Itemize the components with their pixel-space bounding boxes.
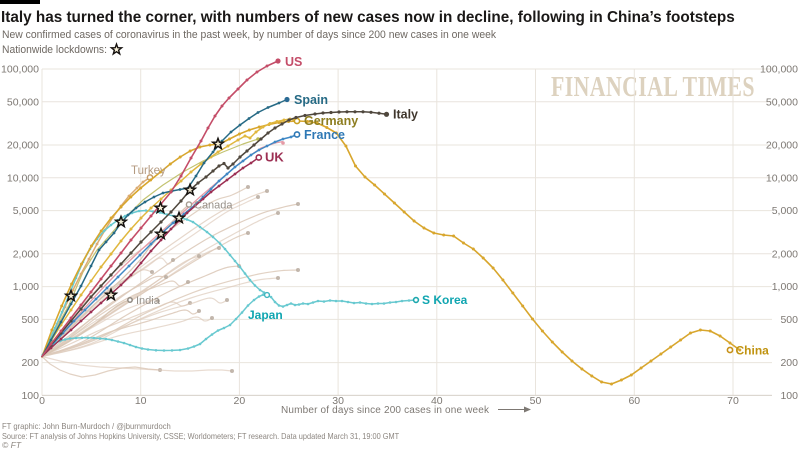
svg-text:20,000: 20,000 bbox=[766, 140, 798, 152]
svg-text:2,000: 2,000 bbox=[772, 248, 798, 260]
svg-text:UK: UK bbox=[265, 150, 284, 165]
svg-text:China: China bbox=[736, 344, 770, 358]
svg-text:50: 50 bbox=[530, 395, 542, 407]
svg-text:100: 100 bbox=[780, 390, 798, 402]
svg-text:Italy: Italy bbox=[393, 108, 418, 122]
svg-text:US: US bbox=[285, 55, 302, 69]
svg-text:200: 200 bbox=[21, 357, 39, 369]
svg-text:50,000: 50,000 bbox=[7, 96, 39, 108]
svg-text:France: France bbox=[304, 128, 345, 142]
svg-text:10,000: 10,000 bbox=[7, 172, 39, 184]
svg-text:70: 70 bbox=[727, 395, 739, 407]
svg-text:Canada: Canada bbox=[194, 200, 233, 212]
svg-text:20: 20 bbox=[234, 395, 246, 407]
svg-text:100,000: 100,000 bbox=[760, 64, 798, 76]
svg-text:Spain: Spain bbox=[294, 93, 328, 107]
svg-text:Turkey: Turkey bbox=[131, 165, 166, 177]
svg-text:5,000: 5,000 bbox=[13, 205, 39, 217]
svg-text:40: 40 bbox=[431, 395, 443, 407]
svg-text:Number of days since 200 cases: Number of days since 200 cases in one we… bbox=[281, 405, 490, 416]
svg-text:100,000: 100,000 bbox=[1, 64, 39, 76]
svg-text:60: 60 bbox=[628, 395, 640, 407]
svg-text:30: 30 bbox=[332, 395, 344, 407]
svg-text:5,000: 5,000 bbox=[772, 205, 798, 217]
svg-text:10: 10 bbox=[135, 395, 147, 407]
svg-text:2,000: 2,000 bbox=[13, 248, 39, 260]
svg-text:10,000: 10,000 bbox=[766, 172, 798, 184]
svg-text:Germany: Germany bbox=[304, 114, 358, 128]
svg-text:500: 500 bbox=[21, 314, 39, 326]
svg-text:India: India bbox=[136, 295, 161, 307]
svg-text:Japan: Japan bbox=[248, 308, 283, 322]
svg-text:500: 500 bbox=[780, 314, 798, 326]
svg-text:S Korea: S Korea bbox=[422, 293, 468, 307]
svg-text:1,000: 1,000 bbox=[772, 281, 798, 293]
svg-text:0: 0 bbox=[39, 395, 45, 407]
svg-text:100: 100 bbox=[21, 390, 39, 402]
svg-text:200: 200 bbox=[780, 357, 798, 369]
svg-text:20,000: 20,000 bbox=[7, 140, 39, 152]
svg-text:1,000: 1,000 bbox=[13, 281, 39, 293]
svg-text:50,000: 50,000 bbox=[766, 96, 798, 108]
